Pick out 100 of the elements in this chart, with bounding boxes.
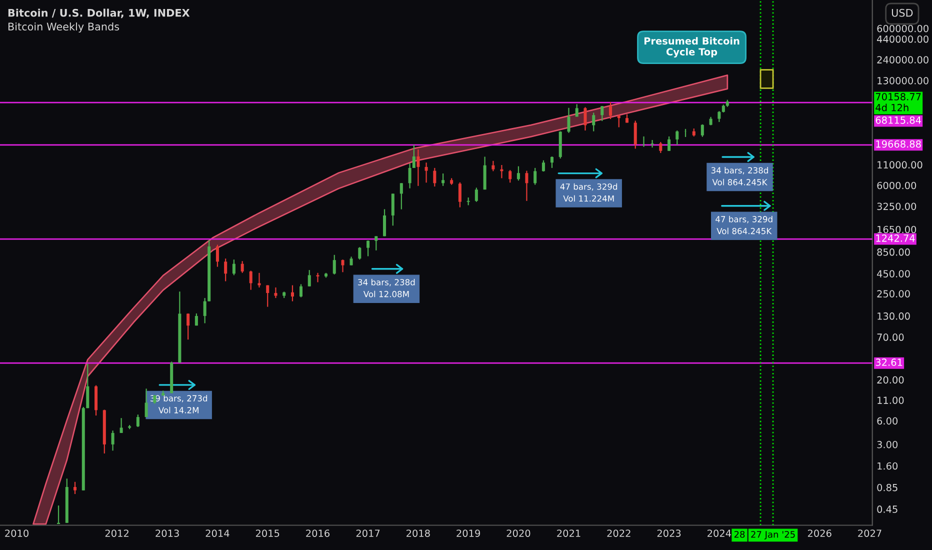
candlestick — [224, 258, 228, 282]
candlestick — [592, 112, 596, 132]
candlestick — [416, 148, 420, 186]
y-tick-label: 1650.00 — [878, 226, 916, 234]
annotation: 47 bars, 329d Vol 11.224M — [560, 183, 618, 202]
candlestick — [700, 124, 704, 138]
x-tick-label: 2020 — [506, 530, 530, 537]
candlestick — [194, 312, 198, 326]
x-tick-label: 2019 — [456, 530, 480, 537]
candlestick — [144, 388, 148, 418]
y-tick-label: 240000.00 — [877, 56, 928, 64]
y-tick-label: 11.00 — [878, 396, 904, 404]
x-tick-label: 2027 — [858, 530, 882, 537]
candlestick — [650, 139, 654, 148]
y-tick-label: 6.00 — [877, 417, 898, 425]
ref-line-label: 32.61 — [876, 358, 902, 366]
candlestick — [290, 284, 294, 302]
annotation: 47 bars, 329d Vol 864.245K — [716, 216, 772, 234]
candlestick — [341, 259, 344, 273]
y-tick-label: 130000.00 — [878, 76, 928, 84]
candlestick — [433, 167, 436, 188]
y-tick-label: 0.45 — [877, 506, 898, 513]
ref-line-label: 27 Jan '25 — [751, 530, 795, 540]
x-tick-label: 2023 — [657, 530, 681, 537]
annotation: 34 bars, 238d Vol 864.245K — [711, 167, 768, 186]
x-tick-label: 2014 — [206, 530, 230, 537]
candlestick — [316, 272, 320, 283]
y-tick-label: 850.00 — [877, 248, 910, 256]
y-axis-title: USD — [892, 8, 913, 17]
candlestick — [308, 269, 311, 287]
y-tick-label: 440000.00 — [876, 35, 928, 43]
candlestick — [332, 254, 336, 275]
y-tick-label: 250.00 — [877, 290, 910, 298]
candlestick — [249, 270, 252, 290]
candlestick — [584, 106, 587, 132]
x-tick-label: 2022 — [607, 530, 630, 537]
candlestick — [424, 162, 428, 184]
y-tick-label: 20.00 — [877, 376, 904, 384]
candlestick — [525, 170, 528, 202]
x-tick-label: 2013 — [156, 530, 179, 537]
candlestick — [575, 104, 578, 118]
candlestick — [412, 144, 416, 168]
candlestick — [718, 110, 721, 123]
candlestick — [111, 430, 114, 452]
y-tick-label: 0.85 — [877, 484, 898, 492]
candlestick — [609, 102, 612, 120]
candlestick — [203, 297, 206, 324]
y-tick-label: 70.00 — [877, 334, 904, 341]
candlestick — [299, 284, 303, 298]
candlestick — [567, 107, 570, 134]
candlestick — [634, 120, 637, 150]
candlestick — [400, 182, 403, 210]
x-tick-label: 2012 — [105, 530, 128, 537]
candlestick — [474, 187, 478, 202]
x-tick-label: 2024 — [708, 530, 731, 537]
ref-line-label: 19668.88 — [876, 140, 921, 148]
x-tick-label: 2026 — [808, 530, 832, 537]
text: Bitcoin / U.S. Dollar, 1W, INDEX — [8, 8, 190, 18]
candlestick — [542, 160, 545, 172]
candlestick — [258, 272, 261, 288]
candlestick — [274, 286, 278, 299]
candlestick — [120, 418, 123, 434]
x-tick-label: 2016 — [306, 530, 330, 537]
candlestick — [508, 169, 512, 184]
ref-line-label: 68115.84 — [876, 116, 921, 124]
y-tick-label: 11000.00 — [878, 161, 922, 169]
candlestick — [534, 167, 537, 186]
y-tick-label: 3.00 — [877, 440, 898, 448]
candlestick — [73, 481, 77, 495]
candlestick — [600, 105, 604, 122]
candlestick — [391, 193, 394, 226]
x-tick-label: 2021 — [557, 530, 580, 537]
y-tick-label: 6000.00 — [877, 182, 916, 190]
candlestick — [358, 246, 362, 260]
y-tick-label: 3250.00 — [877, 202, 916, 210]
candlestick — [86, 363, 90, 409]
y-tick-label: 600000.00 — [877, 24, 928, 32]
candlestick — [266, 284, 270, 308]
y-tick-label: 1.60 — [878, 462, 898, 470]
candlestick — [668, 136, 671, 152]
candlestick — [374, 236, 378, 251]
candlestick — [492, 160, 495, 172]
x-tick-label: 2010 — [5, 530, 28, 537]
candlestick — [366, 240, 370, 257]
y-tick-label: 450.00 — [876, 270, 910, 278]
candlestick — [94, 384, 98, 416]
x-tick-label: 2017 — [356, 530, 380, 537]
annotation: 34 bars, 238d Vol 12.08M — [358, 278, 415, 298]
annotation: Presumed Bitcoin Cycle Top — [644, 37, 740, 58]
x-tick-label: 2018 — [406, 530, 430, 537]
candlestick — [617, 114, 620, 128]
candlestick — [136, 414, 140, 428]
ref-line-label: 1242.74 — [876, 234, 915, 242]
candlestick — [232, 259, 236, 276]
candlestick — [659, 141, 662, 154]
text: Bitcoin Weekly Bands — [8, 22, 120, 33]
candlestick — [458, 182, 462, 208]
candlestick — [516, 166, 520, 182]
ref-line-label: 28 — [734, 530, 745, 538]
candlestick — [408, 162, 412, 189]
